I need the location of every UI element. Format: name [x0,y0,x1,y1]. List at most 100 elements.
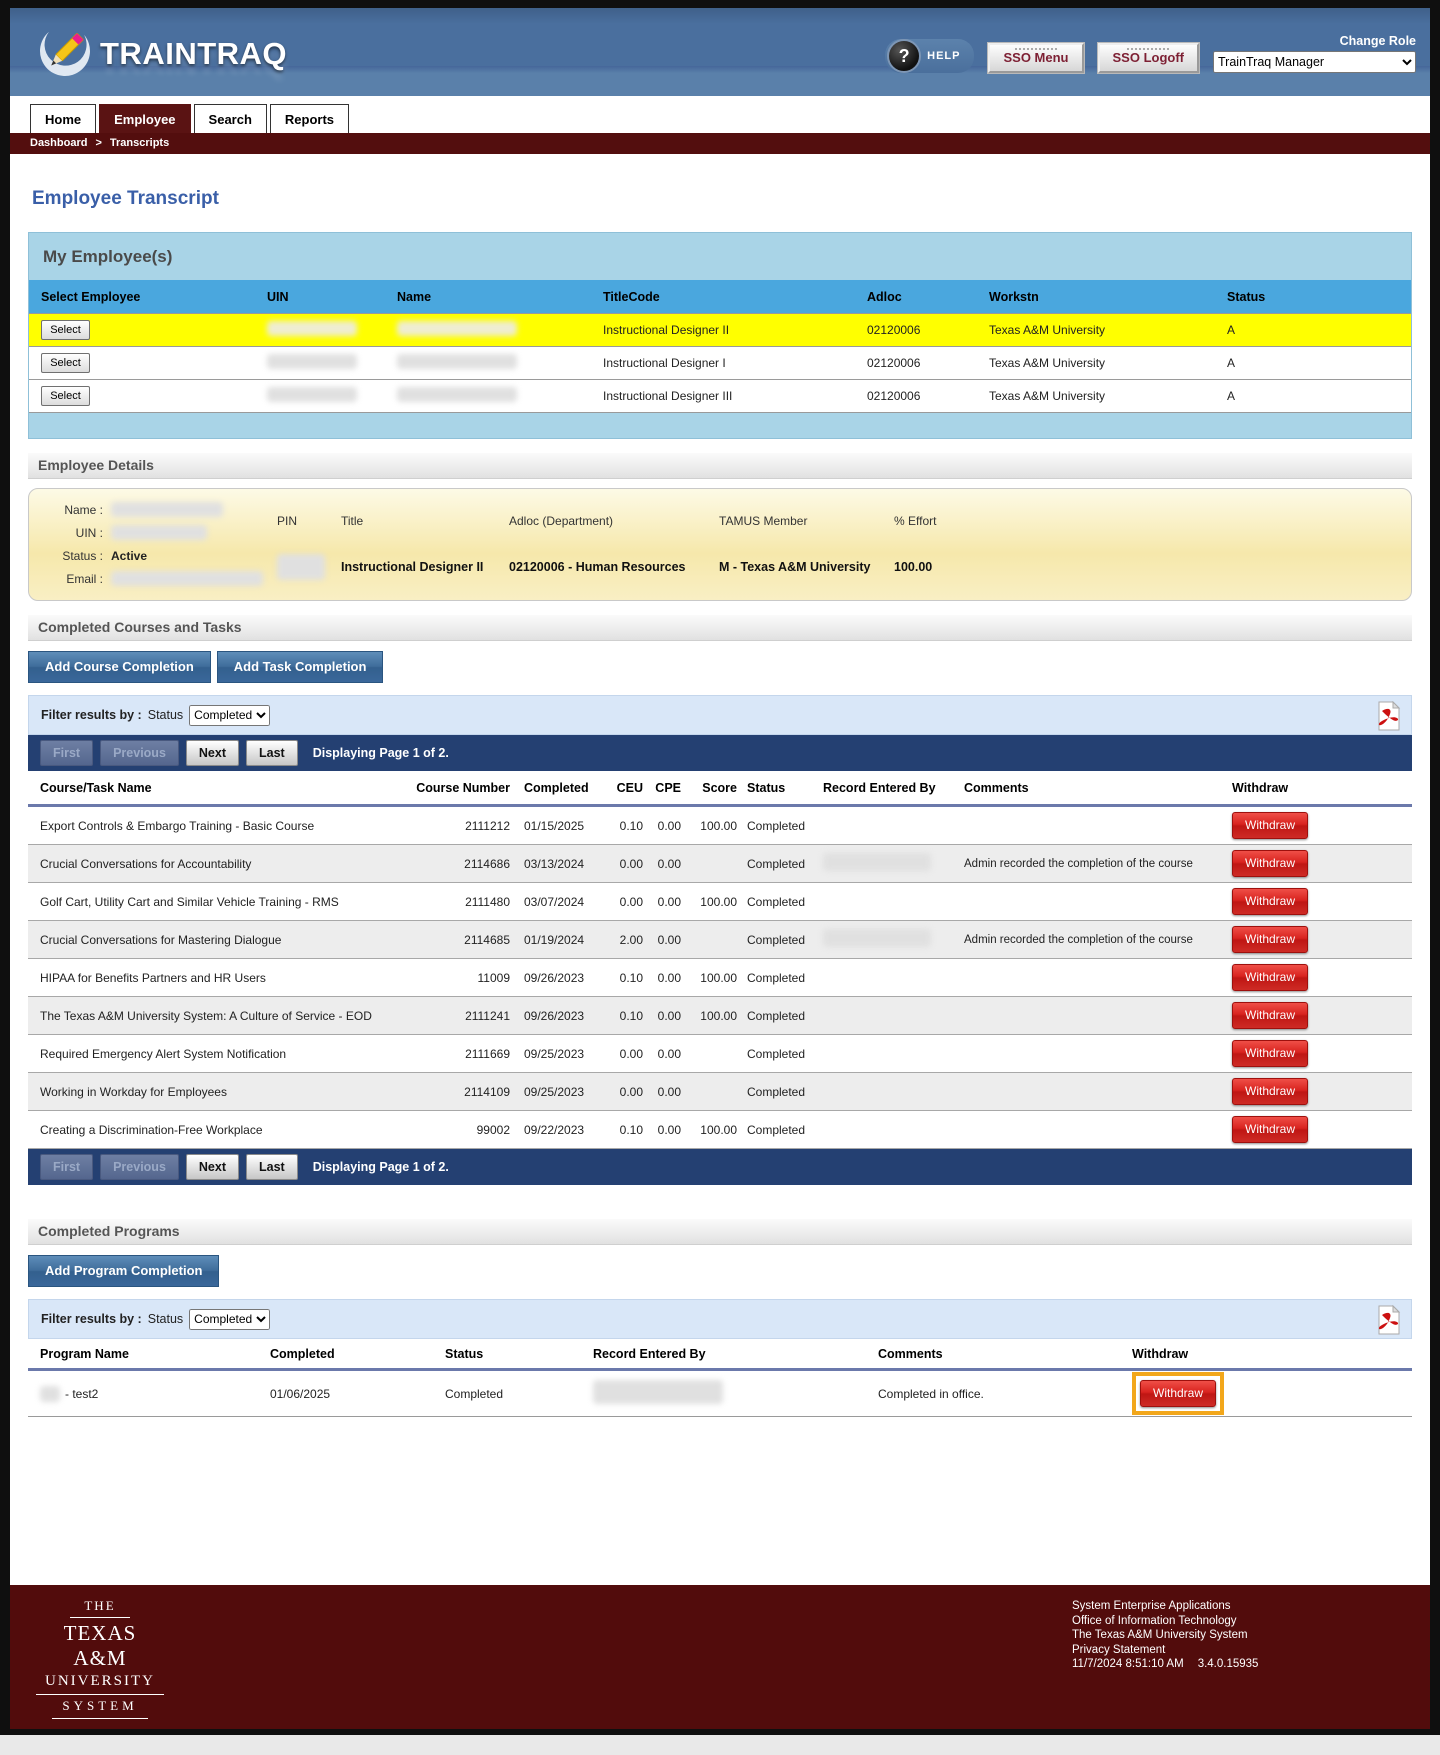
course-number-cell: 2114109 [464,1084,510,1099]
cpe-cell: 0.00 [657,1008,681,1023]
col-status: Status [1227,289,1266,304]
course-name-cell: HIPAA for Benefits Partners and HR Users [40,970,266,985]
completed-date-cell: 03/07/2024 [524,894,585,909]
pdf-export-icon[interactable] [1375,1304,1403,1338]
select-cell: Select [41,320,267,340]
score-cell: 100.00 [700,894,737,909]
email-label: Email : [66,571,103,586]
question-mark-icon: ? [887,39,922,73]
courses-status-select[interactable]: Completed [189,704,271,726]
cpe-cell: 0.00 [657,856,681,871]
withdraw-cell: Withdraw [1226,1078,1412,1105]
withdraw-cell: Withdraw [1226,812,1412,839]
footer-timestamp: 11/7/2024 8:51:10 AM [1072,1658,1184,1670]
page-info: Displaying Page 1 of 2. [312,746,449,760]
tamus-value: M - Texas A&M University [719,560,871,574]
withdraw-button[interactable]: Withdraw [1232,1078,1309,1105]
my-employees-footer-strip [29,412,1411,438]
redacted-value [397,354,517,369]
select-employee-button[interactable]: Select [41,320,90,340]
adloc-cell: 02120006 [867,389,921,403]
withdraw-button[interactable]: Withdraw [1232,1002,1309,1029]
tab-reports[interactable]: Reports [269,104,350,133]
next-page-button[interactable]: Next [185,1154,239,1180]
course-number-cell: 2114686 [464,856,510,871]
withdraw-button[interactable]: Withdraw [1140,1380,1217,1407]
withdraw-button[interactable]: Withdraw [1232,812,1309,839]
last-page-button[interactable]: Last [246,1154,298,1180]
status-cell: Completed [747,856,806,871]
uin-cell [267,354,397,372]
help-label: HELP [927,50,961,62]
tab-home[interactable]: Home [30,104,97,133]
record-entered-by-cell [819,929,964,950]
col-withdraw: Withdraw [1132,1346,1189,1361]
programs-status-select[interactable]: Completed [189,1308,271,1330]
withdraw-button[interactable]: Withdraw [1232,850,1309,877]
withdraw-button[interactable]: Withdraw [1232,1040,1309,1067]
tab-search[interactable]: Search [193,104,267,133]
adloc-label: Adloc (Department) [509,514,614,528]
adloc-cell: 02120006 [867,323,921,337]
wordmark-texasam: TEXAS A&M [63,1621,137,1670]
ceu-cell: 0.00 [619,1084,643,1099]
sso-logoff-button[interactable]: SSO Logoff [1097,43,1199,73]
record-entered-by-cell [593,1380,878,1407]
tab-employee[interactable]: Employee [99,104,191,133]
pdf-export-icon[interactable] [1375,700,1403,734]
cpe-cell: 0.00 [657,1122,681,1137]
privacy-statement-link[interactable]: Privacy Statement [1072,1643,1166,1656]
programs-filter-bar: Filter results by : Status Completed [28,1299,1412,1339]
withdraw-button[interactable]: Withdraw [1232,926,1309,953]
cpe-cell: 0.00 [657,932,681,947]
ceu-cell: 2.00 [619,932,643,947]
next-page-button[interactable]: Next [185,740,239,766]
sso-menu-button[interactable]: SSO Menu [988,43,1084,73]
col-titlecode: TitleCode [603,289,660,304]
main-content: Employee Transcript My Employee(s) Selec… [10,154,1430,1585]
status-cell: Completed [747,970,806,985]
help-button[interactable]: ? HELP [885,39,975,73]
withdraw-cell: Withdraw [1132,1372,1412,1415]
col-record-entered-by: Record Entered By [593,1346,706,1361]
name-cell [397,387,603,405]
ceu-cell: 0.10 [619,1008,643,1023]
redacted-value [823,853,931,871]
courses-section-title: Completed Courses and Tasks [28,615,1412,641]
add-course-completion-button[interactable]: Add Course Completion [28,651,211,683]
withdraw-button[interactable]: Withdraw [1232,964,1309,991]
ceu-cell: 0.00 [619,894,643,909]
add-program-completion-button[interactable]: Add Program Completion [28,1255,220,1287]
select-employee-button[interactable]: Select [41,386,90,406]
footer-line-oit: Office of Information Technology [1072,1614,1237,1627]
add-task-completion-button[interactable]: Add Task Completion [216,651,384,683]
status-cell: A [1227,356,1236,370]
withdraw-button[interactable]: Withdraw [1232,888,1309,915]
uin-cell [267,387,397,405]
comments-cell: Admin recorded the completion of the cou… [964,933,1193,946]
breadcrumb-dashboard[interactable]: Dashboard [30,137,88,149]
workstn-cell: Texas A&M University [989,389,1106,403]
titlecode-cell: Instructional Designer I [603,356,726,370]
program-name-suffix: - test2 [65,1386,99,1401]
withdraw-cell: Withdraw [1226,964,1412,991]
last-page-button[interactable]: Last [246,740,298,766]
withdraw-button[interactable]: Withdraw [1232,1116,1309,1143]
wordmark-system: SYSTEM [52,1695,148,1719]
pencil-swoosh-icon [36,22,94,85]
course-name-cell: Working in Workday for Employees [40,1084,227,1099]
comments-cell: Completed in office. [878,1386,984,1401]
my-employees-title: My Employee(s) [29,233,1411,280]
col-workstn: Workstn [989,289,1039,304]
cpe-cell: 0.00 [657,818,681,833]
employee-row: Select Instructional Designer III 02120006… [29,379,1411,412]
effort-label: % Effort [894,514,937,528]
role-select[interactable]: TrainTraq Manager [1213,51,1416,73]
traintraq-logo: TRAINTRAQ [36,22,287,85]
course-number-cell: 99002 [476,1122,510,1137]
course-row: Export Controls & Embargo Training - Bas… [28,807,1412,845]
uin-label: UIN : [75,525,103,540]
cpe-cell: 0.00 [657,1046,681,1061]
completed-date-cell: 03/13/2024 [524,856,585,871]
select-employee-button[interactable]: Select [41,353,90,373]
